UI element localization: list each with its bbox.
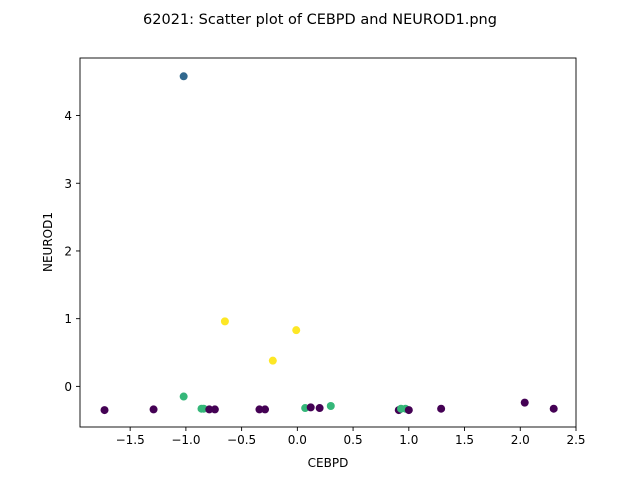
data-point bbox=[520, 398, 529, 407]
data-point bbox=[100, 406, 109, 415]
data-point bbox=[306, 403, 315, 412]
data-point bbox=[179, 72, 188, 81]
y-tick-label: 2 bbox=[64, 244, 72, 258]
x-tick-label: 0.5 bbox=[344, 433, 363, 447]
data-point bbox=[437, 404, 446, 413]
data-point bbox=[149, 405, 158, 414]
chart-title: 62021: Scatter plot of CEBPD and NEUROD1… bbox=[143, 12, 497, 28]
data-point bbox=[315, 404, 324, 413]
data-point bbox=[220, 317, 229, 326]
data-point bbox=[205, 405, 214, 414]
y-tick-label: 1 bbox=[64, 312, 72, 326]
x-tick-label: 0.0 bbox=[288, 433, 307, 447]
data-point bbox=[292, 326, 301, 335]
data-point bbox=[255, 405, 264, 414]
data-point bbox=[268, 356, 277, 365]
x-tick-label: −0.5 bbox=[227, 433, 256, 447]
data-point bbox=[404, 406, 413, 415]
x-tick-label: 1.5 bbox=[455, 433, 474, 447]
x-axis-ticks: −1.5 −1.0 −0.5 0.0 0.5 1.0 1.5 2.0 2.5 bbox=[116, 427, 586, 447]
x-tick-label: −1.0 bbox=[171, 433, 200, 447]
y-tick-label: 4 bbox=[64, 109, 72, 123]
data-points bbox=[100, 72, 558, 415]
data-point bbox=[261, 405, 270, 414]
x-axis-label: CEBPD bbox=[308, 456, 349, 470]
data-point bbox=[549, 404, 558, 413]
y-axis-label: NEUROD1 bbox=[41, 212, 55, 272]
x-tick-label: 1.0 bbox=[399, 433, 418, 447]
data-point bbox=[210, 405, 219, 414]
data-point bbox=[326, 402, 335, 411]
y-axis-ticks: 0 1 2 3 4 bbox=[64, 109, 80, 394]
x-tick-label: −1.5 bbox=[116, 433, 145, 447]
plot-frame bbox=[79, 57, 577, 428]
x-tick-label: 2.5 bbox=[566, 433, 585, 447]
y-tick-label: 0 bbox=[64, 380, 72, 394]
x-tick-label: 2.0 bbox=[511, 433, 530, 447]
y-tick-label: 3 bbox=[64, 177, 72, 191]
data-point bbox=[179, 392, 188, 401]
